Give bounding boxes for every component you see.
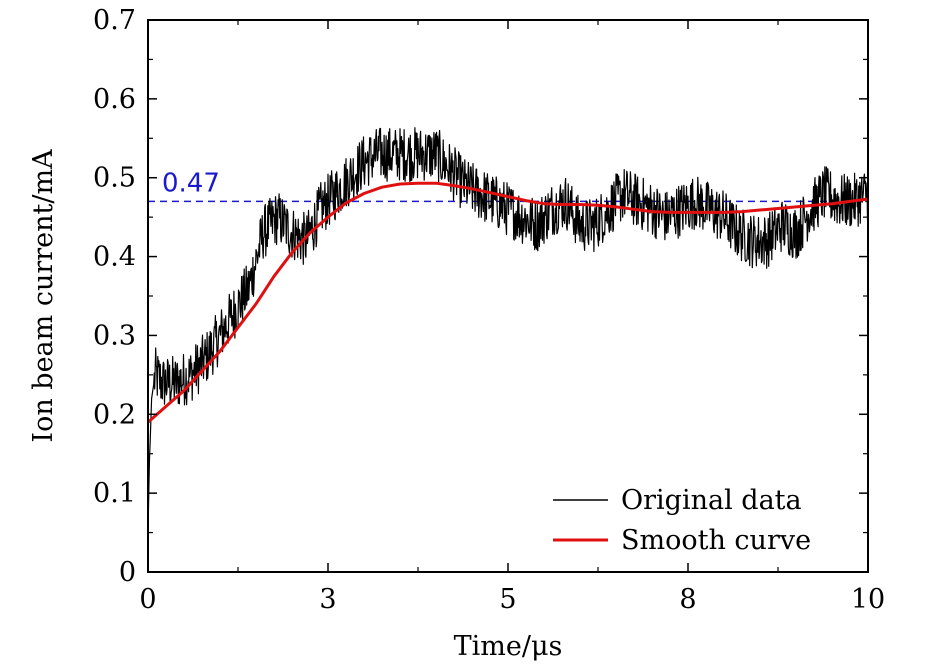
x-tick-label: 0 [139,584,156,615]
series-line-original-data [147,127,869,533]
y-tick-label: 0.2 [93,399,136,430]
y-tick-label: 0 [119,557,136,588]
y-tick-label: 0.6 [93,84,136,115]
reference-line-label: 0.47 [162,168,220,198]
x-tick-label: 8 [679,584,696,615]
y-tick-label: 0.1 [93,478,136,509]
legend-label: Original data [621,485,802,516]
y-axis-title: Ion beam current/mA [28,149,59,443]
y-tick-label: 0.5 [93,163,136,194]
x-axis-title: Time/μs [454,631,563,662]
y-tick-label: 0.7 [93,5,136,36]
y-tick-label: 0.3 [93,320,136,351]
x-tick-label: 5 [499,584,516,615]
legend-label: Smooth curve [621,525,811,556]
series-layer [147,127,869,533]
axis-ticks: 0 3 5 8 10 0 0.1 0.2 0.3 0.4 0.5 0.6 0.7 [93,5,885,615]
series-line-smooth-curve [147,181,869,424]
x-tick-label: 3 [319,584,336,615]
y-tick-label: 0.4 [93,242,136,273]
legend: Original data Smooth curve [553,485,811,556]
x-tick-label: 10 [851,584,885,615]
